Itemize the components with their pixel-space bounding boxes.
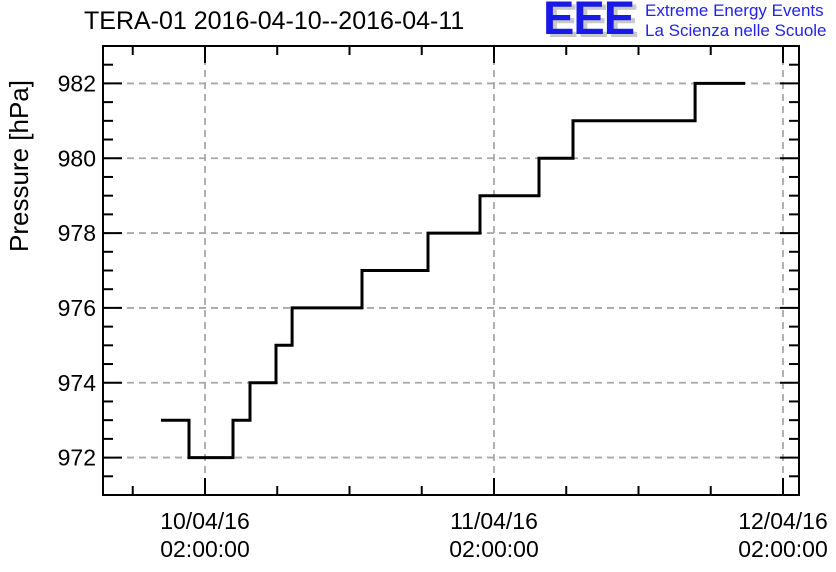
chart-title: TERA-01 2016-04-10--2016-04-11 bbox=[84, 7, 465, 35]
eee-logo-tagline-1: Extreme Energy Events bbox=[645, 1, 824, 20]
x-tick-label-time: 02:00:00 bbox=[449, 536, 539, 562]
x-tick-label-time: 02:00:00 bbox=[160, 536, 250, 562]
x-tick-label-date: 11/04/16 bbox=[450, 508, 538, 534]
y-tick-label: 982 bbox=[58, 70, 96, 96]
eee-logo: EEE Extreme Energy Events La Scienza nel… bbox=[543, 0, 827, 44]
y-tick-label: 976 bbox=[58, 295, 96, 321]
x-tick-label-time: 02:00:00 bbox=[738, 536, 828, 562]
y-tick-label: 980 bbox=[58, 145, 96, 171]
eee-logo-taglines: Extreme Energy Events La Scienza nelle S… bbox=[645, 0, 826, 40]
y-tick-label: 974 bbox=[58, 370, 97, 396]
y-axis-title: Pressure [hPa] bbox=[4, 80, 34, 252]
eee-logo-acronym: EEE bbox=[543, 0, 635, 44]
pressure-step-line bbox=[161, 81, 746, 460]
x-tick-label-date: 12/04/16 bbox=[738, 508, 828, 534]
eee-logo-tagline-2: La Scienza nelle Scuole bbox=[645, 20, 827, 40]
y-tick-label: 972 bbox=[58, 445, 96, 471]
y-tick-label: 978 bbox=[58, 220, 96, 246]
x-tick-label-date: 10/04/16 bbox=[160, 508, 250, 534]
